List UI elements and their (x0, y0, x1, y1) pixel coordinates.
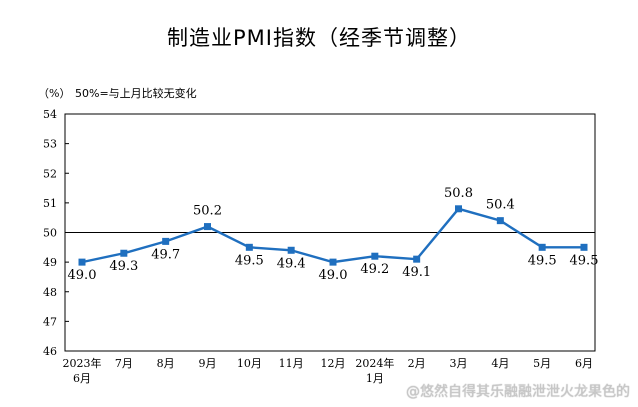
y-tick-label: 49 (43, 256, 57, 269)
x-tick-label: 11月 (279, 357, 304, 370)
x-tick-label: 12月 (321, 357, 346, 370)
x-tick-label-line2: 1月 (366, 372, 384, 385)
y-unit-label: （%） (38, 87, 71, 100)
x-tick-label: 3月 (450, 357, 468, 370)
data-point (580, 243, 588, 251)
x-tick-label: 5月 (533, 357, 551, 370)
x-tick-label: 8月 (157, 357, 175, 370)
data-point (120, 249, 128, 257)
data-label: 50.8 (444, 186, 473, 201)
y-tick-label: 51 (43, 197, 57, 210)
x-tick-label: 10月 (237, 357, 262, 370)
chart-title: 制造业PMI指数（经季节调整） (167, 26, 471, 50)
y-tick-label: 50 (43, 227, 57, 240)
data-point (496, 217, 504, 225)
data-point (455, 205, 462, 213)
data-point (413, 255, 421, 263)
x-tick-label: 2月 (408, 357, 426, 370)
data-label: 50.2 (193, 204, 222, 219)
data-label: 49.0 (68, 268, 97, 283)
data-label: 49.0 (319, 268, 348, 283)
y-tick-label: 48 (43, 286, 57, 299)
data-point (245, 243, 253, 251)
x-tick-label: 2024年 (355, 356, 394, 370)
data-label: 49.2 (360, 262, 389, 277)
x-tick-label: 7月 (115, 357, 133, 370)
y-tick-label: 54 (43, 108, 57, 121)
x-tick-label: 4月 (491, 357, 509, 370)
data-label: 50.4 (486, 198, 515, 213)
data-label: 49.4 (277, 256, 306, 271)
reference-note: 50%=与上月比较无变化 (75, 87, 197, 100)
data-point (204, 223, 211, 231)
y-tick-label: 53 (43, 138, 57, 151)
data-point (287, 246, 295, 254)
data-point (371, 252, 379, 260)
x-tick-label-line2: 6月 (73, 372, 91, 385)
data-point (162, 237, 170, 245)
data-label: 49.5 (570, 253, 599, 268)
y-tick-label: 52 (43, 167, 57, 180)
y-tick-label: 47 (43, 315, 57, 328)
data-label: 49.1 (402, 265, 431, 280)
x-tick-label: 9月 (199, 357, 217, 370)
watermark: @悠然自得其乐融融泄泄火龙果色的 (406, 384, 630, 400)
data-label: 49.7 (151, 247, 180, 262)
data-point (329, 258, 337, 266)
data-label: 49.5 (235, 253, 264, 268)
x-tick-label: 2023年 (63, 356, 102, 370)
data-point (78, 258, 86, 266)
data-label: 49.3 (109, 259, 138, 274)
data-point (538, 243, 546, 251)
x-tick-label: 6月 (575, 357, 593, 370)
data-label: 49.5 (528, 253, 557, 268)
y-tick-label: 46 (43, 345, 57, 358)
